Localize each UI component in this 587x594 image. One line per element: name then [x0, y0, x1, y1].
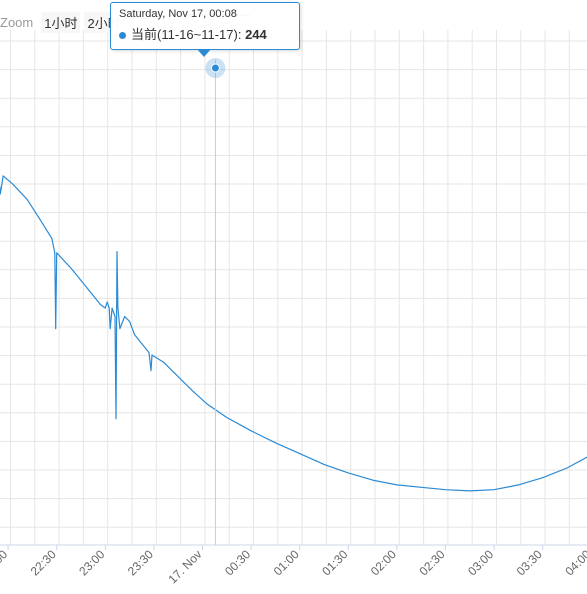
x-tick-label: 22:00 — [0, 547, 10, 578]
x-tick-label: 01:30 — [319, 547, 350, 578]
x-tick-label: 23:30 — [125, 547, 156, 578]
x-tick-label: 03:00 — [465, 547, 496, 578]
highlight-point[interactable] — [210, 63, 220, 73]
zoom-button-1h[interactable]: 1小时 — [41, 11, 81, 33]
x-tick-label: 22:30 — [28, 547, 59, 578]
series-layer — [0, 175, 587, 492]
grid-lines — [0, 30, 587, 545]
tooltip-arrow — [197, 49, 211, 57]
tooltip-value: 244 — [245, 27, 267, 42]
x-tick-label: 02:00 — [368, 547, 399, 578]
series-dot-icon — [119, 32, 126, 40]
tooltip: Saturday, Nov 17, 00:08 当前(11-16~11-17):… — [110, 2, 300, 50]
series-line — [0, 175, 587, 492]
x-tick-label: 02:30 — [416, 547, 447, 578]
x-tick-label: 00:30 — [222, 547, 253, 578]
tooltip-row: 当前(11-16~11-17): 244 — [119, 24, 291, 43]
x-tick-label: 17. Nov — [165, 547, 204, 586]
zoom-label: Zoom — [0, 14, 34, 30]
x-tick-label: 23:00 — [76, 547, 107, 578]
zoom-bar: Zoom 1小时 2小时 — [0, 11, 124, 33]
x-tick-label: 01:00 — [271, 547, 302, 578]
x-tick-label: 03:30 — [514, 547, 545, 578]
tooltip-date: Saturday, Nov 17, 00:08 — [119, 8, 237, 20]
x-tick-label: 04:00 — [562, 547, 587, 578]
tooltip-series-label: 当前(11-16~11-17): — [131, 27, 242, 42]
